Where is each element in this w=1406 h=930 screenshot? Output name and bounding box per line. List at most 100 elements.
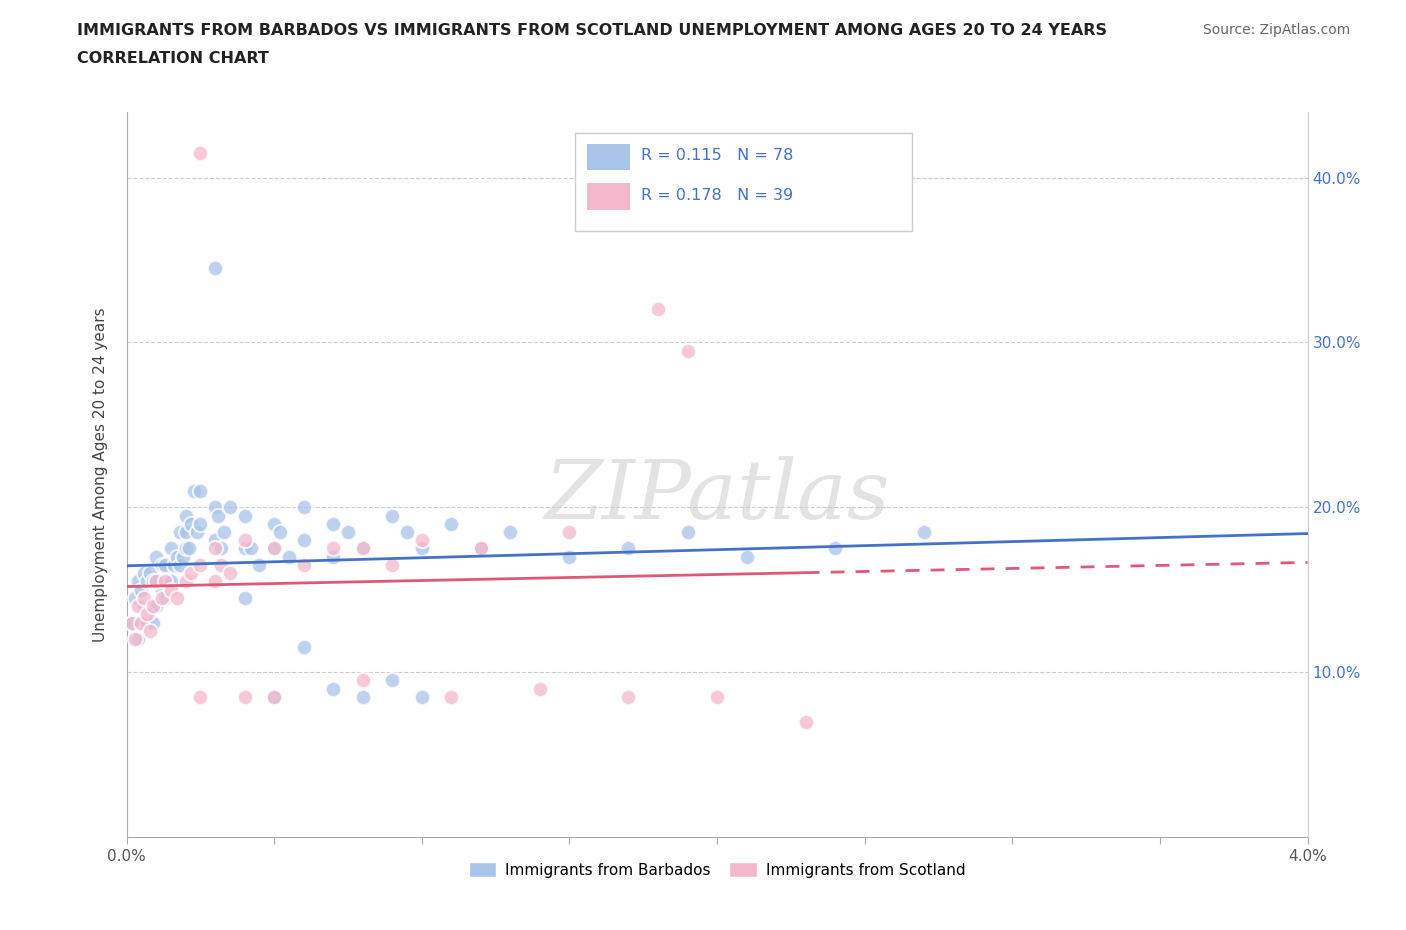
Point bbox=[174, 541, 197, 556]
Point bbox=[121, 616, 143, 631]
Point bbox=[352, 673, 374, 688]
Point bbox=[156, 574, 179, 589]
Point bbox=[153, 591, 176, 605]
Point bbox=[177, 541, 200, 556]
Point bbox=[676, 343, 699, 358]
Point bbox=[166, 591, 188, 605]
Point bbox=[470, 541, 492, 556]
Point bbox=[219, 499, 242, 514]
Point bbox=[142, 616, 165, 631]
FancyBboxPatch shape bbox=[575, 133, 912, 232]
Point bbox=[150, 591, 173, 605]
Point bbox=[174, 525, 197, 539]
Point bbox=[269, 525, 291, 539]
Point bbox=[263, 689, 285, 704]
Point bbox=[381, 673, 404, 688]
Point bbox=[207, 508, 229, 523]
Point bbox=[233, 533, 256, 548]
Point bbox=[127, 631, 149, 646]
Point bbox=[150, 582, 173, 597]
Point bbox=[735, 550, 758, 565]
Point bbox=[186, 525, 208, 539]
Point bbox=[204, 499, 226, 514]
Point bbox=[160, 541, 183, 556]
Point bbox=[647, 302, 669, 317]
Text: IMMIGRANTS FROM BARBADOS VS IMMIGRANTS FROM SCOTLAND UNEMPLOYMENT AMONG AGES 20 : IMMIGRANTS FROM BARBADOS VS IMMIGRANTS F… bbox=[77, 23, 1108, 38]
Point bbox=[172, 550, 194, 565]
Point bbox=[209, 541, 232, 556]
Point bbox=[558, 550, 581, 565]
Point bbox=[124, 631, 146, 646]
Point bbox=[145, 599, 167, 614]
Point bbox=[617, 541, 640, 556]
FancyBboxPatch shape bbox=[588, 143, 630, 169]
Text: R = 0.115   N = 78: R = 0.115 N = 78 bbox=[641, 148, 794, 163]
Point bbox=[824, 541, 846, 556]
Point bbox=[124, 591, 146, 605]
Point bbox=[145, 574, 167, 589]
Point bbox=[322, 516, 344, 531]
Point bbox=[499, 525, 522, 539]
FancyBboxPatch shape bbox=[588, 183, 630, 209]
Point bbox=[136, 607, 159, 622]
Point bbox=[160, 574, 183, 589]
Point bbox=[292, 557, 315, 572]
Point bbox=[136, 574, 159, 589]
Point bbox=[209, 557, 232, 572]
Point bbox=[263, 689, 285, 704]
Point bbox=[249, 557, 271, 572]
Point bbox=[396, 525, 419, 539]
Point bbox=[292, 640, 315, 655]
Point bbox=[233, 541, 256, 556]
Point bbox=[212, 525, 235, 539]
Text: R = 0.178   N = 39: R = 0.178 N = 39 bbox=[641, 188, 793, 203]
Point bbox=[169, 525, 191, 539]
Point bbox=[204, 533, 226, 548]
Point bbox=[233, 508, 256, 523]
Point bbox=[292, 499, 315, 514]
Point bbox=[470, 541, 492, 556]
Text: Source: ZipAtlas.com: Source: ZipAtlas.com bbox=[1202, 23, 1350, 37]
Point bbox=[139, 565, 162, 580]
Point bbox=[142, 599, 165, 614]
Point bbox=[145, 550, 167, 565]
Point bbox=[139, 623, 162, 638]
Point bbox=[188, 516, 212, 531]
Point bbox=[169, 557, 191, 572]
Point bbox=[239, 541, 262, 556]
Point bbox=[145, 574, 167, 589]
Point bbox=[263, 541, 285, 556]
Point bbox=[381, 557, 404, 572]
Point bbox=[188, 689, 212, 704]
Point bbox=[183, 484, 205, 498]
Point bbox=[134, 565, 156, 580]
Text: ZIPatlas: ZIPatlas bbox=[544, 456, 890, 536]
Point bbox=[188, 145, 212, 160]
Point bbox=[381, 508, 404, 523]
Point bbox=[337, 525, 360, 539]
Point bbox=[233, 689, 256, 704]
Point bbox=[411, 541, 433, 556]
Point bbox=[794, 714, 817, 729]
Point bbox=[150, 557, 173, 572]
Point bbox=[136, 616, 159, 631]
Point bbox=[529, 681, 551, 696]
Point bbox=[174, 508, 197, 523]
Point bbox=[134, 591, 156, 605]
Point bbox=[127, 599, 149, 614]
Point bbox=[163, 557, 186, 572]
Point bbox=[129, 616, 153, 631]
Point bbox=[233, 591, 256, 605]
Point bbox=[411, 533, 433, 548]
Point bbox=[139, 599, 162, 614]
Point bbox=[219, 565, 242, 580]
Point bbox=[153, 574, 176, 589]
Point bbox=[166, 550, 188, 565]
Point bbox=[153, 557, 176, 572]
Point bbox=[188, 557, 212, 572]
Point bbox=[134, 599, 156, 614]
Point bbox=[912, 525, 935, 539]
Point bbox=[180, 516, 202, 531]
Point bbox=[129, 616, 153, 631]
Point bbox=[188, 484, 212, 498]
